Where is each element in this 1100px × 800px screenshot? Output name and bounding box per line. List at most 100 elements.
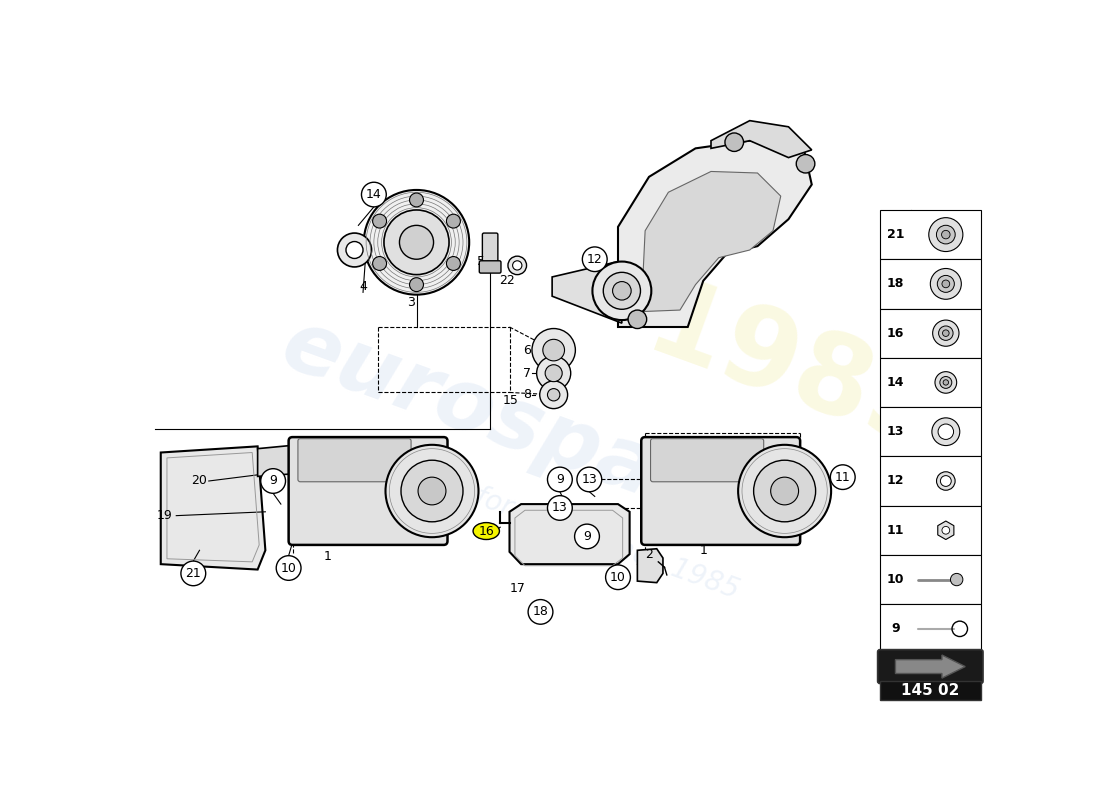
Text: 10: 10 bbox=[280, 562, 297, 574]
Text: 4: 4 bbox=[359, 281, 367, 294]
Circle shape bbox=[613, 282, 631, 300]
Text: 2: 2 bbox=[645, 549, 653, 562]
Text: 145 02: 145 02 bbox=[901, 683, 959, 698]
Text: 20: 20 bbox=[191, 474, 208, 487]
Polygon shape bbox=[711, 121, 812, 158]
Circle shape bbox=[399, 226, 433, 259]
Circle shape bbox=[938, 326, 953, 340]
Polygon shape bbox=[161, 446, 265, 570]
Circle shape bbox=[582, 247, 607, 271]
FancyBboxPatch shape bbox=[298, 438, 411, 482]
Circle shape bbox=[936, 472, 955, 490]
Circle shape bbox=[364, 190, 470, 294]
Polygon shape bbox=[637, 549, 663, 582]
Circle shape bbox=[548, 496, 572, 520]
Text: 11: 11 bbox=[887, 524, 904, 537]
Circle shape bbox=[593, 262, 651, 320]
Circle shape bbox=[940, 476, 952, 486]
FancyBboxPatch shape bbox=[480, 261, 501, 273]
Bar bbox=[880, 407, 981, 456]
Polygon shape bbox=[552, 262, 622, 323]
Circle shape bbox=[532, 329, 575, 372]
Circle shape bbox=[542, 339, 564, 361]
Text: 14: 14 bbox=[366, 188, 382, 201]
Text: 16: 16 bbox=[478, 525, 494, 538]
Circle shape bbox=[402, 460, 463, 522]
Circle shape bbox=[932, 418, 960, 446]
Circle shape bbox=[409, 278, 424, 291]
Circle shape bbox=[338, 233, 372, 267]
Circle shape bbox=[576, 467, 602, 492]
Text: 13: 13 bbox=[582, 473, 597, 486]
Circle shape bbox=[548, 467, 572, 492]
Bar bbox=[880, 456, 981, 506]
Text: 1: 1 bbox=[323, 550, 331, 563]
Polygon shape bbox=[257, 442, 330, 476]
Circle shape bbox=[936, 226, 955, 244]
Circle shape bbox=[546, 365, 562, 382]
Text: 18: 18 bbox=[532, 606, 549, 618]
Circle shape bbox=[447, 257, 461, 270]
Circle shape bbox=[540, 381, 568, 409]
Circle shape bbox=[830, 465, 855, 490]
Text: 12: 12 bbox=[887, 474, 904, 487]
Circle shape bbox=[796, 154, 815, 173]
FancyBboxPatch shape bbox=[878, 650, 983, 683]
Polygon shape bbox=[895, 655, 965, 678]
Text: 16: 16 bbox=[887, 326, 904, 340]
FancyBboxPatch shape bbox=[650, 438, 763, 482]
Text: 14: 14 bbox=[887, 376, 904, 389]
Circle shape bbox=[935, 372, 957, 394]
Text: 22: 22 bbox=[499, 274, 515, 287]
Text: 21: 21 bbox=[186, 567, 201, 580]
Circle shape bbox=[942, 526, 949, 534]
Text: a passion for parts since 1985: a passion for parts since 1985 bbox=[339, 434, 742, 605]
Circle shape bbox=[950, 574, 962, 586]
Circle shape bbox=[725, 133, 744, 151]
Circle shape bbox=[628, 310, 647, 329]
Text: 13: 13 bbox=[552, 502, 568, 514]
Circle shape bbox=[508, 256, 527, 274]
Text: 17: 17 bbox=[509, 582, 525, 595]
Text: 9: 9 bbox=[583, 530, 591, 543]
Circle shape bbox=[754, 460, 815, 522]
Circle shape bbox=[362, 182, 386, 207]
Polygon shape bbox=[509, 504, 629, 564]
Text: 5: 5 bbox=[476, 255, 485, 268]
Text: 9: 9 bbox=[556, 473, 564, 486]
Circle shape bbox=[574, 524, 600, 549]
Bar bbox=[880, 309, 981, 358]
Circle shape bbox=[276, 556, 301, 580]
Circle shape bbox=[180, 561, 206, 586]
Circle shape bbox=[938, 424, 954, 439]
Circle shape bbox=[346, 242, 363, 258]
Circle shape bbox=[603, 272, 640, 310]
FancyBboxPatch shape bbox=[641, 437, 800, 545]
Circle shape bbox=[943, 330, 949, 337]
Circle shape bbox=[933, 320, 959, 346]
Bar bbox=[880, 555, 981, 604]
Polygon shape bbox=[641, 171, 781, 312]
Text: eurospares: eurospares bbox=[271, 302, 811, 567]
Bar bbox=[880, 358, 981, 407]
Circle shape bbox=[261, 469, 286, 494]
Polygon shape bbox=[938, 521, 954, 539]
Circle shape bbox=[771, 477, 799, 505]
Text: 10: 10 bbox=[887, 573, 904, 586]
Circle shape bbox=[528, 599, 553, 624]
Bar bbox=[880, 259, 981, 309]
Circle shape bbox=[943, 380, 948, 385]
Text: 1: 1 bbox=[700, 544, 707, 557]
Circle shape bbox=[606, 565, 630, 590]
Bar bbox=[880, 506, 981, 555]
Text: 19: 19 bbox=[156, 509, 173, 522]
Bar bbox=[880, 210, 981, 259]
Text: 6: 6 bbox=[524, 344, 531, 357]
Text: 13: 13 bbox=[887, 426, 904, 438]
Circle shape bbox=[418, 477, 446, 505]
Text: 1985: 1985 bbox=[632, 270, 959, 476]
Circle shape bbox=[931, 269, 961, 299]
Circle shape bbox=[738, 445, 832, 538]
Circle shape bbox=[537, 356, 571, 390]
Text: 7: 7 bbox=[524, 366, 531, 380]
